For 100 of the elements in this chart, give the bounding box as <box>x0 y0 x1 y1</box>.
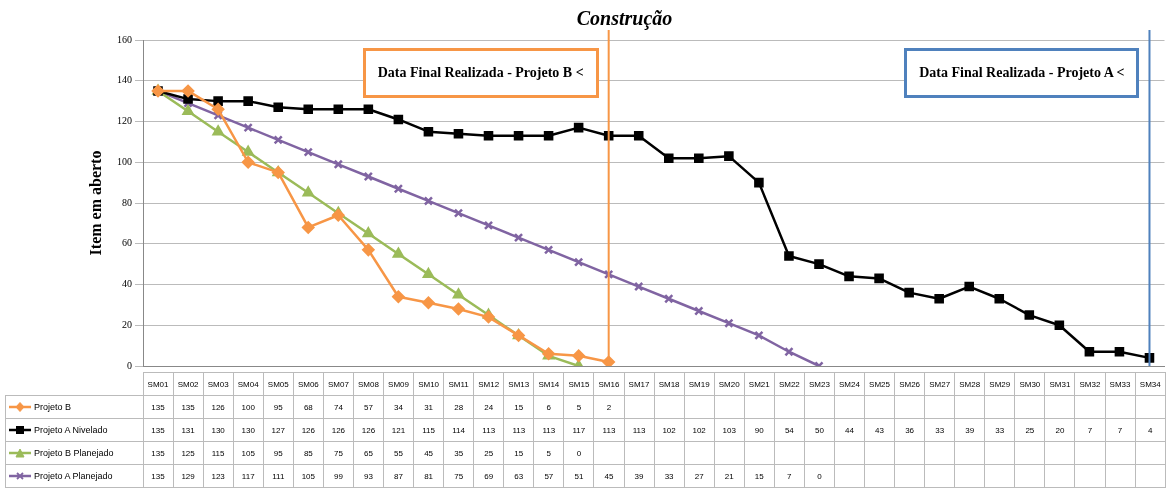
x-tick-label: SM11 <box>443 372 474 396</box>
x-tick-label: SM16 <box>593 372 624 396</box>
data-label: 75 <box>323 441 354 465</box>
data-label: 115 <box>413 418 444 442</box>
data-label: 7 <box>1105 418 1136 442</box>
data-label: 15 <box>503 395 534 419</box>
data-label: 20 <box>1044 418 1075 442</box>
data-label: 63 <box>503 464 534 488</box>
data-label: 24 <box>473 395 504 419</box>
data-label: 15 <box>503 441 534 465</box>
data-label: 117 <box>563 418 594 442</box>
data-label: 130 <box>233 418 264 442</box>
x-tick-label: SM06 <box>293 372 324 396</box>
x-tick-label: SM21 <box>744 372 775 396</box>
data-label: 28 <box>443 395 474 419</box>
x-tick-label: SM03 <box>203 372 234 396</box>
x-tick-label: SM26 <box>894 372 925 396</box>
data-label: 0 <box>563 441 594 465</box>
x-tick-label: SM28 <box>954 372 985 396</box>
x-tick-label: SM32 <box>1074 372 1105 396</box>
data-label: 87 <box>383 464 414 488</box>
data-label: 5 <box>533 441 564 465</box>
data-label: 39 <box>954 418 985 442</box>
data-label: 126 <box>323 418 354 442</box>
data-label: 45 <box>413 441 444 465</box>
data-label: 125 <box>173 441 204 465</box>
data-label: 135 <box>143 441 174 465</box>
data-label: 74 <box>323 395 354 419</box>
x-tick-label: SM10 <box>413 372 444 396</box>
x-tick-label: SM18 <box>654 372 685 396</box>
data-label: 113 <box>593 418 624 442</box>
data-label: 68 <box>293 395 324 419</box>
data-label: 105 <box>293 464 324 488</box>
data-label: 57 <box>353 395 384 419</box>
data-label: 81 <box>413 464 444 488</box>
data-label: 21 <box>714 464 745 488</box>
data-label: 69 <box>473 464 504 488</box>
data-label: 45 <box>593 464 624 488</box>
x-tick-label: SM22 <box>774 372 805 396</box>
data-label: 0 <box>804 464 835 488</box>
data-label: 100 <box>233 395 264 419</box>
x-tick-label: SM13 <box>503 372 534 396</box>
x-tick-label: SM01 <box>143 372 174 396</box>
data-label: 103 <box>714 418 745 442</box>
data-label: 126 <box>353 418 384 442</box>
data-label: 34 <box>383 395 414 419</box>
data-label: 6 <box>533 395 564 419</box>
data-label: 93 <box>353 464 384 488</box>
data-label: 113 <box>473 418 504 442</box>
data-label: 65 <box>353 441 384 465</box>
x-tick-label: SM04 <box>233 372 264 396</box>
data-label: 129 <box>173 464 204 488</box>
data-label: 114 <box>443 418 474 442</box>
x-tick-label: SM25 <box>864 372 895 396</box>
data-label: 126 <box>293 418 324 442</box>
data-label: 135 <box>173 395 204 419</box>
data-label: 25 <box>1014 418 1045 442</box>
x-tick-label: SM12 <box>473 372 504 396</box>
legend-label: Projeto B <box>5 395 143 419</box>
y-tick-label: 140 <box>117 74 132 86</box>
data-label: 121 <box>383 418 414 442</box>
data-label: 55 <box>383 441 414 465</box>
data-label: 85 <box>293 441 324 465</box>
data-label: 95 <box>263 395 294 419</box>
x-tick-label: SM09 <box>383 372 414 396</box>
data-label: 7 <box>1074 418 1105 442</box>
data-label: 57 <box>533 464 564 488</box>
data-label: 102 <box>654 418 685 442</box>
data-label: 113 <box>624 418 655 442</box>
x-tick-label: SM15 <box>563 372 594 396</box>
data-label: 135 <box>143 418 174 442</box>
data-label: 102 <box>684 418 715 442</box>
data-label: 95 <box>263 441 294 465</box>
data-label: 35 <box>443 441 474 465</box>
x-tick-label: SM30 <box>1014 372 1045 396</box>
y-tick-label: 0 <box>127 359 132 371</box>
data-label: 135 <box>143 464 174 488</box>
data-label: 50 <box>804 418 835 442</box>
x-tick-label: SM05 <box>263 372 294 396</box>
x-tick-label: SM07 <box>323 372 354 396</box>
data-label: 33 <box>654 464 685 488</box>
data-label: 31 <box>413 395 444 419</box>
y-tick-label: 20 <box>122 318 132 330</box>
x-tick-label: SM23 <box>804 372 835 396</box>
legend-label: Projeto B Planejado <box>5 441 143 465</box>
y-tick-label: 120 <box>117 115 132 127</box>
data-label: 117 <box>233 464 264 488</box>
data-label: 36 <box>894 418 925 442</box>
legend-label: Projeto A Planejado <box>5 464 143 488</box>
data-label: 15 <box>744 464 775 488</box>
data-label: 127 <box>263 418 294 442</box>
x-tick-label: SM17 <box>624 372 655 396</box>
y-tick-label: 80 <box>122 196 132 208</box>
y-tick-label: 160 <box>117 33 132 45</box>
y-tick-label: 40 <box>122 278 132 290</box>
data-label: 33 <box>984 418 1015 442</box>
data-label: 111 <box>263 464 294 488</box>
x-tick-label: SM33 <box>1105 372 1136 396</box>
data-label: 90 <box>744 418 775 442</box>
data-label: 123 <box>203 464 234 488</box>
